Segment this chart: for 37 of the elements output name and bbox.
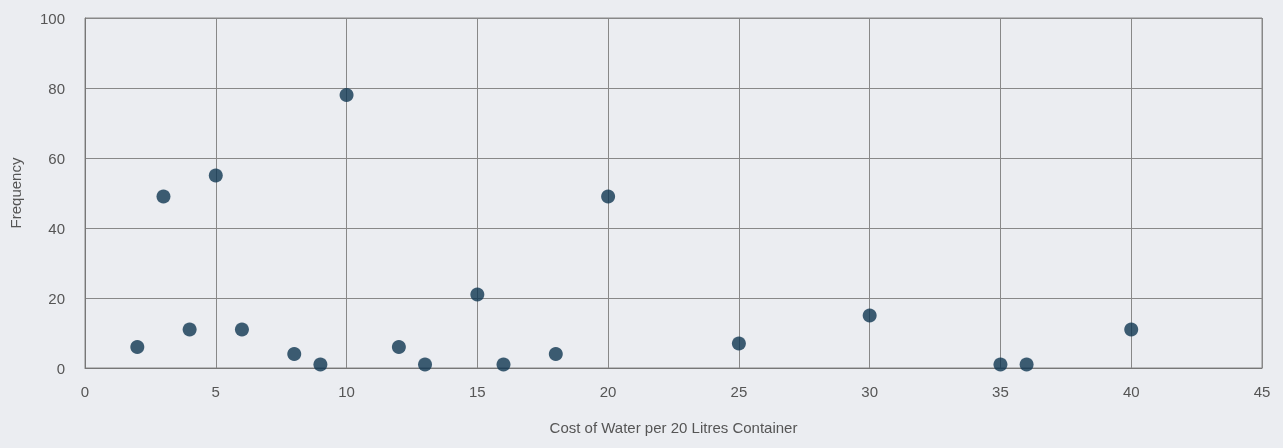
point <box>731 336 746 351</box>
point <box>470 287 485 302</box>
y-tick-label: 40 <box>48 219 65 237</box>
x-tick-label: 40 <box>1122 383 1140 400</box>
point <box>287 347 302 361</box>
x-tick-label: 5 <box>211 383 220 400</box>
x-tick-label: 0 <box>80 383 90 400</box>
point <box>418 357 433 372</box>
y-tick-label: 80 <box>48 79 65 97</box>
point <box>234 322 249 337</box>
x-axis-title: Cost of Water per 20 Litres Container <box>549 419 798 436</box>
point <box>1124 322 1139 337</box>
point <box>208 168 223 183</box>
point <box>313 357 328 372</box>
point <box>548 347 563 361</box>
point <box>156 189 171 204</box>
x-tick-label: 35 <box>992 383 1009 400</box>
point <box>496 357 511 372</box>
x-tick-label: 25 <box>730 383 748 400</box>
point <box>391 340 406 354</box>
x-tick-label: 20 <box>599 383 617 400</box>
y-tick-label: 0 <box>56 359 65 377</box>
x-tick-label: 10 <box>338 383 355 400</box>
y-tick-label: 20 <box>48 289 65 307</box>
y-tick-label: 100 <box>39 9 65 27</box>
point <box>601 189 616 204</box>
y-tick-label: 60 <box>48 149 65 167</box>
point <box>182 322 197 337</box>
x-tick-label: 45 <box>1253 383 1271 400</box>
point <box>993 357 1008 372</box>
x-tick-label: 15 <box>468 383 486 400</box>
point <box>1019 357 1034 372</box>
point <box>339 88 354 102</box>
point <box>862 308 877 323</box>
x-tick-label: 30 <box>861 383 879 400</box>
y-axis-title: Frequency <box>7 157 24 229</box>
point <box>130 340 145 354</box>
